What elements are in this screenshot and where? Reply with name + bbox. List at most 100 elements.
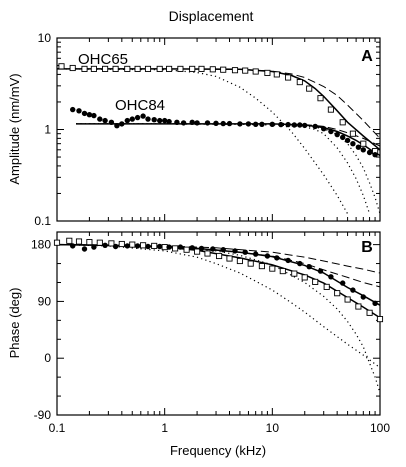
phase-ohc84-point xyxy=(70,243,76,249)
amplitude-ohc65-point xyxy=(360,140,367,147)
amplitude-ohc84-point xyxy=(91,112,97,119)
amplitude-ohc84-point xyxy=(134,114,141,121)
amplitude-ohc65-point xyxy=(264,69,271,76)
amplitude-panel-label: A xyxy=(361,48,373,65)
amplitude-ohc84-point xyxy=(194,120,200,126)
amplitude-ohc84-point xyxy=(253,121,259,128)
amplitude-ohc84-point xyxy=(355,144,362,150)
phase-ohc65-point xyxy=(258,263,265,270)
amplitude-ohc84-point xyxy=(97,116,103,122)
amplitude-ohc65-point xyxy=(90,65,97,72)
phase-ohc65-point xyxy=(66,237,73,244)
phase-ohc84-point xyxy=(189,245,195,251)
phase-panel: 180 90 0 -90 B Phase (deg) xyxy=(7,231,384,422)
amplitude-ohc84-point xyxy=(140,113,146,119)
amplitude-y-tick-label: 1 xyxy=(44,123,51,137)
amplitude-ohc84-point xyxy=(372,152,378,158)
phase-ohc65-point xyxy=(291,270,298,277)
amplitude-ohc65-point xyxy=(166,65,173,72)
amplitude-markers xyxy=(58,63,379,158)
phase-ohc84-point xyxy=(134,243,141,249)
phase-ticks xyxy=(56,232,381,416)
amplitude-ohc84-point xyxy=(86,112,93,118)
x-tick-label: 0.1 xyxy=(49,421,66,435)
amplitude-ohc84-point xyxy=(124,117,130,124)
phase-ohc65-point xyxy=(216,252,223,260)
amplitude-ohc65-point xyxy=(306,85,313,92)
phase-ohc65-point xyxy=(312,278,319,285)
amplitude-ohc65-point xyxy=(327,106,334,113)
phase-ohc84-point xyxy=(285,257,291,264)
amplitude-ohc84-point xyxy=(302,122,308,129)
amplitude-ohc65-point xyxy=(112,65,119,72)
amplitude-ohc65-point xyxy=(242,67,249,74)
amplitude-ohc84-point xyxy=(344,137,351,144)
phase-ohc65-point xyxy=(96,239,103,246)
amplitude-ohc65-point xyxy=(144,65,152,72)
amplitude-ohc84-point xyxy=(291,122,297,128)
amplitude-ohc84-point xyxy=(269,121,275,128)
phase-ohc65-point xyxy=(247,260,254,267)
phase-ohc65-point xyxy=(53,239,61,246)
amplitude-ohc84-point xyxy=(278,121,284,128)
amplitude-ohc84-point xyxy=(334,131,340,138)
phase-ohc84-point xyxy=(81,246,88,252)
phase-ohc84-point xyxy=(124,243,130,249)
phase-ohc65-point xyxy=(226,255,233,262)
phase-ohc84-point xyxy=(166,244,172,250)
amplitude-ohc84-point xyxy=(360,147,366,153)
phase-ohc65-point xyxy=(108,240,115,247)
phase-dotted-curve xyxy=(56,244,381,394)
phase-ohc65-point xyxy=(204,250,211,257)
phase-y-tick-label: 180 xyxy=(31,238,51,252)
amplitude-ohc84-point xyxy=(366,149,373,156)
phase-ohc84-point xyxy=(102,242,108,248)
phase-ohc65-point xyxy=(366,309,373,316)
phase-ohc84-point xyxy=(297,260,303,267)
x-axis-label: Frequency (kHz) xyxy=(170,443,266,458)
amplitude-ohc84-point xyxy=(340,134,346,141)
amplitude-ohc65-point xyxy=(252,68,259,75)
phase-markers xyxy=(53,237,384,323)
amplitude-ohc65-point xyxy=(124,65,131,72)
amplitude-ohc65-point xyxy=(177,65,184,72)
amplitude-ohc84-point xyxy=(328,128,334,135)
phase-y-tick-label: 90 xyxy=(38,294,52,308)
phase-ohc65-point xyxy=(269,265,276,272)
amplitude-ohc84-point xyxy=(189,119,195,126)
ohc65-annotation: OHC65 xyxy=(78,51,128,68)
amplitude-ohc84-point xyxy=(129,116,135,122)
amplitude-y-tick-label: 10 xyxy=(38,31,52,45)
phase-ohc84-point xyxy=(360,294,366,300)
amplitude-ohc84-point xyxy=(312,123,318,130)
phase-ohc84-point xyxy=(372,300,378,306)
phase-ohc84-point xyxy=(253,251,259,257)
x-tick-label: 100 xyxy=(370,421,390,435)
amplitude-ohc84-point xyxy=(321,126,327,132)
phase-y-tick-label: -90 xyxy=(34,408,52,422)
phase-ohc84-point xyxy=(177,244,184,250)
phase-ohc84-point xyxy=(350,287,356,293)
phase-ohc84-point xyxy=(317,268,324,274)
amplitude-ohc84-point xyxy=(108,119,115,126)
amplitude-ohc65-point xyxy=(209,66,216,73)
amplitude-ohc84-point xyxy=(76,108,82,114)
phase-ohc65-point xyxy=(355,303,362,310)
amplitude-ohc65-point xyxy=(81,65,88,72)
amplitude-dotted-curve xyxy=(56,68,349,215)
amplitude-tick-labels: 10 1 0.1 xyxy=(34,31,51,228)
amplitude-ohc84-point xyxy=(213,120,219,127)
amplitude-ohc84-point xyxy=(119,121,125,127)
amplitude-ohc65-point xyxy=(220,66,227,73)
amplitude-ohc84-point xyxy=(157,117,163,124)
amplitude-ohc65-point xyxy=(189,65,196,72)
amplitude-ohc84-point xyxy=(285,121,291,128)
figure-title: Displacement xyxy=(169,8,254,24)
amplitude-ohc84-point xyxy=(297,122,303,128)
amplitude-ohc65-point xyxy=(273,71,280,78)
phase-ohc84-point xyxy=(242,249,248,255)
phase-y-axis-label: Phase (deg) xyxy=(7,288,22,359)
amplitude-ohc65-point xyxy=(231,67,239,74)
amplitude-ohc84-point xyxy=(259,121,265,128)
phase-ohc65-point xyxy=(279,268,286,275)
